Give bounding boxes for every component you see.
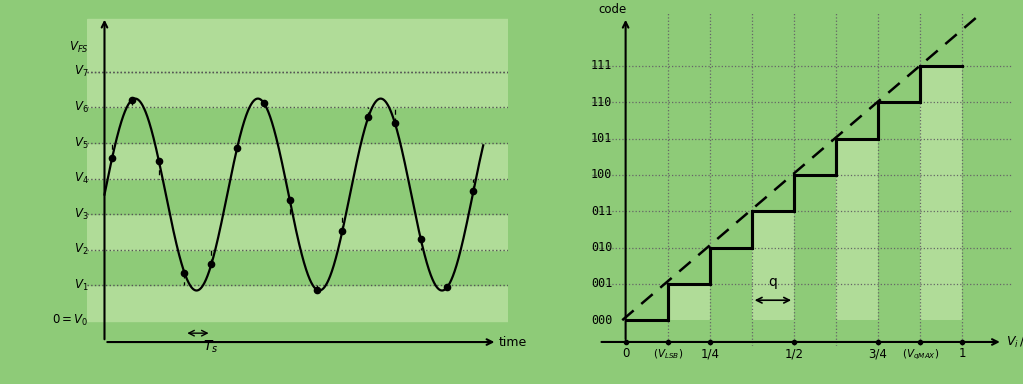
Text: $V_i\,/\,V_{FS}$: $V_i\,/\,V_{FS}$ [1006,334,1023,349]
Text: 101: 101 [590,132,612,145]
Text: 110: 110 [590,96,612,109]
Bar [668,284,710,320]
Bar [87,72,507,108]
Text: $T_s$: $T_s$ [203,338,218,355]
Text: 0: 0 [622,348,629,361]
Text: $V_1$: $V_1$ [75,278,89,293]
Text: 100: 100 [590,169,612,181]
Text: time: time [499,336,527,349]
Text: $0=V_0$: $0=V_0$ [52,313,89,328]
Bar [87,250,507,285]
Text: $V_6$: $V_6$ [74,100,89,115]
Text: binary
code: binary code [598,0,636,16]
Text: $V_4$: $V_4$ [74,171,89,186]
Text: q: q [768,275,777,289]
Bar [836,139,878,320]
Text: 010: 010 [590,241,612,254]
Bar [87,36,507,72]
Text: 1/4: 1/4 [701,348,719,361]
Bar [87,19,507,72]
Bar [87,179,507,214]
Text: $V_5$: $V_5$ [75,136,89,151]
Text: $(V_{LSB})$: $(V_{LSB})$ [653,348,682,361]
Text: $V_{FS}$: $V_{FS}$ [69,40,89,55]
Bar [87,108,507,143]
Text: 1/2: 1/2 [785,348,803,361]
Text: $(V_{qMAX})$: $(V_{qMAX})$ [901,348,939,362]
Text: $V_2$: $V_2$ [75,242,89,257]
Text: 011: 011 [590,205,612,218]
Bar [87,214,507,250]
Text: 001: 001 [590,277,612,290]
Text: 000: 000 [590,314,612,327]
Bar [752,211,794,320]
Bar [87,143,507,179]
Text: 3/4: 3/4 [869,348,888,361]
Text: $V_7$: $V_7$ [75,65,89,79]
Text: 111: 111 [590,60,612,73]
Bar [921,66,963,320]
Bar [87,285,507,321]
Text: 1: 1 [959,348,966,361]
Text: $V_3$: $V_3$ [74,207,89,222]
